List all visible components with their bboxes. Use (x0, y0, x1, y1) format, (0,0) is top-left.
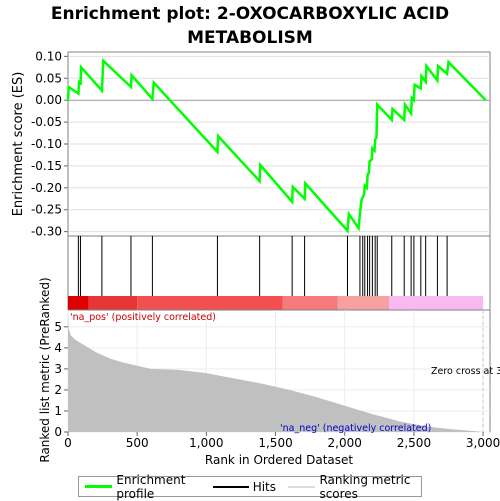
hits-panel (67, 235, 491, 311)
legend-swatch-hits (212, 485, 249, 488)
metric-xtick-label: 2,000 (328, 436, 362, 450)
metric-ytick-label: 4 (54, 341, 62, 355)
legend-swatch-enrichment (85, 485, 113, 488)
rank-bar-negative (388, 296, 484, 310)
legend-label-enrichment: Enrichment profile (116, 472, 186, 501)
chart-title-line1: Enrichment plot: 2-OXOCARBOXYLIC ACID (50, 4, 450, 24)
rank-bar-positive (88, 296, 138, 310)
legend-swatch-metric (288, 485, 316, 488)
es-ytick-label: -0.20 (31, 181, 62, 195)
es-ytick-label: -0.15 (31, 159, 62, 173)
zero-cross-label: Zero cross at 3 (431, 366, 500, 377)
chart-title: Enrichment plot: 2-OXOCARBOXYLIC ACID ME… (0, 2, 500, 50)
metric-xtick-label: 500 (126, 436, 149, 450)
legend-label-metric: Ranking metric scores (319, 472, 411, 501)
metric-ytick-label: 1 (54, 404, 62, 418)
metric-xtick-label: 0 (64, 436, 72, 450)
legend-item-hits: Hits (212, 479, 277, 494)
metric-ytick-label: 5 (54, 320, 62, 334)
es-ylabel: Enrichment score (ES) (11, 72, 26, 217)
metric-ytick-label: 3 (54, 362, 62, 376)
ranked-metric-area (68, 310, 484, 432)
rank-bar-near-zero (337, 296, 389, 310)
metric-xlabel: Rank in Ordered Dataset (205, 453, 353, 467)
es-ytick-label: 0.10 (35, 49, 62, 63)
metric-xaxis: 0 500 1,000 1,500 2,000 2,500 3,000 (64, 432, 500, 450)
es-panel: 0.10 0.05 0.00 -0.05 -0.10 -0.15 -0.20 -0.25 -0.… (11, 49, 491, 239)
na-neg-label: 'na_neg' (negatively correlated) (280, 423, 431, 434)
es-ytick-label: 0.05 (35, 71, 62, 85)
rank-bar-strong-positive (68, 296, 89, 310)
hits-lines (77, 236, 448, 296)
es-ytick-label: -0.25 (31, 203, 62, 217)
es-ytick-label: -0.10 (31, 137, 62, 151)
metric-ytick-label: 0 (54, 425, 62, 439)
legend: Enrichment profile Hits Ranking metric s… (78, 473, 422, 501)
na-pos-label: 'na_pos' (positively correlated) (70, 312, 216, 323)
es-yaxis: 0.10 0.05 0.00 -0.05 -0.10 -0.15 -0.20 -0.25 -0.… (31, 49, 68, 239)
es-grid (68, 55, 490, 233)
metric-xtick-label: 3,000 (466, 436, 500, 450)
rank-color-bar (68, 296, 484, 310)
legend-item-metric: Ranking metric scores (288, 473, 421, 501)
rank-bar-mild-positive (137, 296, 283, 310)
metric-ylabel: Ranked list metric (PreRanked) (38, 277, 52, 462)
es-ytick-label: -0.30 (31, 225, 62, 239)
enrichment-profile-line (66, 58, 487, 234)
legend-item-enrichment: Enrichment profile (85, 473, 201, 501)
metric-xtick-label: 1,000 (189, 436, 223, 450)
metric-xtick-label: 2,500 (397, 436, 431, 450)
metric-yaxis: 0 1 2 3 4 5 (54, 320, 68, 439)
metric-ytick-label: 2 (54, 383, 62, 397)
metric-panel: 'na_pos' (positively correlated) 'na_neg… (38, 277, 500, 467)
es-ytick-label: 0.00 (35, 93, 62, 107)
legend-label-hits: Hits (252, 479, 277, 494)
rank-bar-weak-positive (282, 296, 338, 310)
chart-title-line2: METABOLISM (187, 28, 313, 48)
metric-xtick-label: 1,500 (258, 436, 292, 450)
es-ytick-label: -0.05 (31, 115, 62, 129)
